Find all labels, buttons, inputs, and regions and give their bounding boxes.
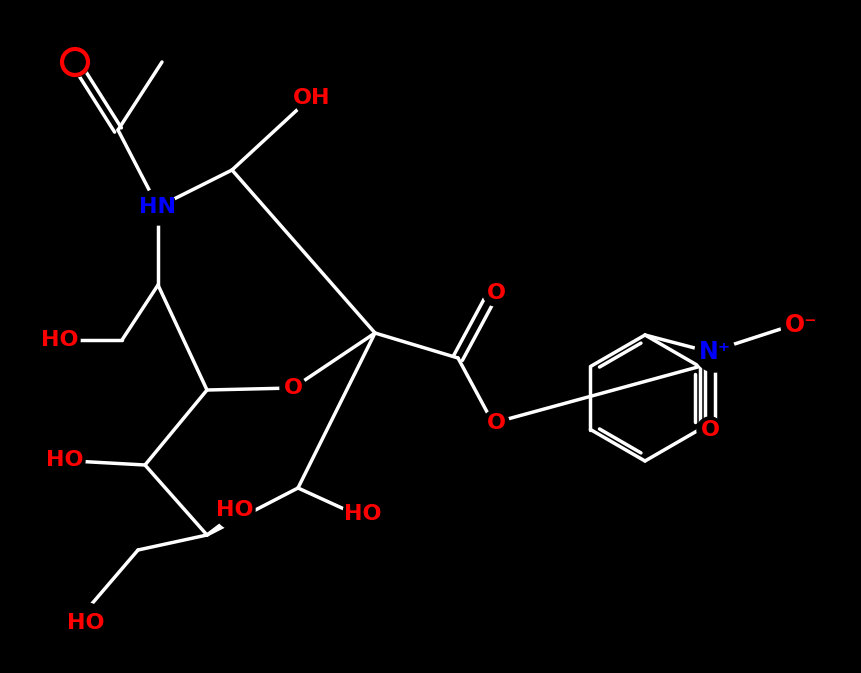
Circle shape: [482, 410, 508, 436]
Text: OH: OH: [293, 88, 331, 108]
Text: HO: HO: [67, 613, 105, 633]
Circle shape: [780, 305, 820, 345]
Circle shape: [694, 332, 734, 372]
Circle shape: [343, 494, 382, 534]
Circle shape: [294, 80, 330, 116]
Text: O: O: [700, 420, 719, 440]
Text: HO: HO: [344, 504, 381, 524]
Circle shape: [697, 417, 722, 443]
Text: O: O: [486, 413, 505, 433]
Text: O: O: [283, 378, 302, 398]
Circle shape: [482, 280, 508, 306]
Circle shape: [45, 440, 85, 480]
Text: HO: HO: [216, 500, 253, 520]
Text: O⁻: O⁻: [784, 313, 816, 337]
Circle shape: [280, 375, 306, 401]
Text: HO: HO: [46, 450, 84, 470]
Text: O: O: [486, 283, 505, 303]
Circle shape: [60, 47, 90, 77]
Text: HO: HO: [41, 330, 78, 350]
Circle shape: [40, 320, 80, 360]
Text: HN: HN: [139, 197, 177, 217]
Circle shape: [139, 189, 176, 225]
Circle shape: [66, 603, 106, 643]
Text: N⁺: N⁺: [698, 340, 730, 364]
Circle shape: [214, 490, 255, 530]
